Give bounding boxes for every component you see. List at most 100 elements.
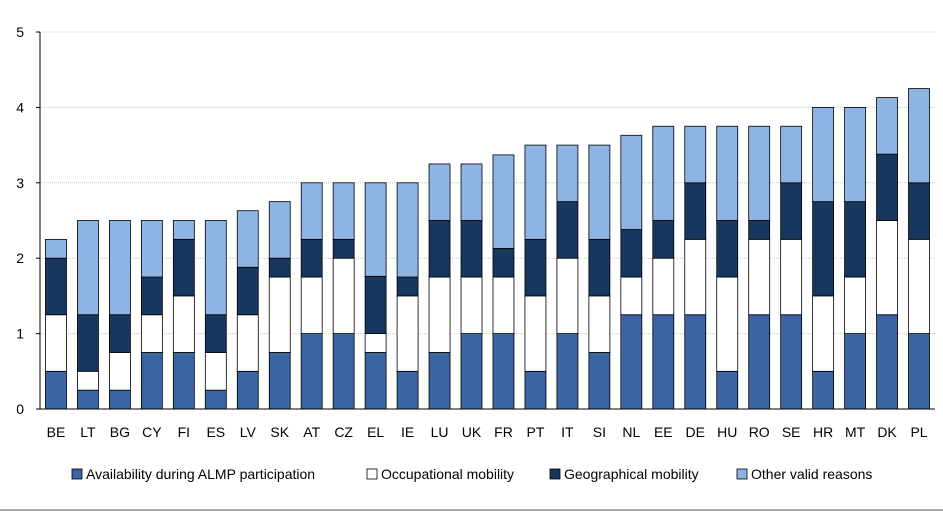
- legend-swatch-1: [366, 468, 378, 480]
- x-tick-label: MT: [845, 424, 866, 440]
- legend-swatch-0: [71, 468, 83, 480]
- bar-DK-series-0: [876, 314, 898, 410]
- x-tick-label: UK: [462, 424, 482, 440]
- bar-NL-series-0: [620, 314, 643, 410]
- bar-CZ-series-2: [332, 238, 355, 259]
- bar-EL-series-2: [364, 275, 387, 334]
- bar-CZ-series-1: [332, 257, 355, 335]
- y-tick-label: 3: [16, 175, 24, 191]
- bar-EL-series-3: [364, 182, 387, 277]
- x-tick-label: IT: [561, 424, 574, 440]
- bar-PT-series-3: [524, 144, 547, 240]
- bar-ES-series-1: [204, 352, 227, 391]
- bar-UK-series-1: [460, 276, 483, 334]
- y-tick-label: 0: [16, 401, 24, 417]
- bar-BE-series-0: [45, 370, 67, 410]
- bar-FI-series-0: [172, 352, 195, 410]
- x-tick-label: LU: [431, 424, 449, 440]
- bar-ES-series-2: [204, 314, 227, 353]
- bar-LU-series-2: [428, 220, 451, 278]
- bar-MT-series-0: [844, 333, 866, 410]
- x-tick-label: DK: [877, 424, 897, 440]
- bar-HR-series-2: [812, 201, 835, 297]
- x-tick-label: DE: [686, 424, 705, 440]
- bar-HR-series-0: [812, 370, 835, 410]
- bar-SI-series-0: [588, 352, 611, 410]
- x-tick-label: LV: [240, 424, 257, 440]
- bar-BE-series-2: [45, 257, 67, 316]
- x-tick-label: SE: [782, 424, 801, 440]
- bar-LT-series-3: [77, 220, 99, 316]
- bar-EL-series-1: [364, 333, 387, 353]
- bar-IE-series-1: [396, 295, 419, 372]
- bar-HU-series-2: [716, 220, 739, 278]
- y-tick-label: 2: [16, 250, 24, 266]
- bar-LV-series-2: [236, 266, 259, 316]
- legend-swatch-3: [736, 468, 748, 480]
- bar-DE-series-3: [684, 125, 707, 184]
- bar-LT-series-1: [77, 370, 99, 391]
- bar-CY-series-2: [140, 276, 163, 316]
- bar-HR-series-1: [812, 295, 835, 372]
- bar-AT-series-2: [300, 238, 323, 278]
- bar-PL-series-3: [908, 88, 930, 184]
- bar-CY-series-1: [140, 314, 163, 353]
- axes: BE LT BG CY FI ES LV SK AT CZ EL IE LU UK FR PT IT SI NL EE…: [16, 24, 935, 440]
- bar-EE-series-1: [652, 257, 675, 316]
- bar-DE-series-1: [684, 238, 707, 316]
- bar-EE-series-2: [652, 220, 675, 259]
- bar-NL-series-1: [620, 276, 643, 316]
- bar-ES-series-0: [204, 389, 227, 410]
- bar-SE-series-2: [780, 182, 803, 240]
- x-tick-label: AT: [303, 424, 320, 440]
- bar-LV-series-3: [236, 210, 259, 268]
- bar-PT-series-1: [524, 295, 547, 372]
- bar-IE-series-0: [396, 370, 419, 410]
- bar-MT-series-3: [844, 107, 866, 203]
- x-tick-label: CZ: [334, 424, 353, 440]
- y-tick-label: 1: [16, 326, 24, 342]
- bar-RO-series-2: [748, 220, 771, 240]
- legend-label-3: Other valid reasons: [751, 466, 872, 482]
- bar-SE-series-3: [780, 125, 803, 184]
- bar-EE-series-3: [652, 125, 675, 221]
- bar-BG-series-0: [109, 389, 131, 410]
- x-tick-label: PT: [527, 424, 545, 440]
- x-tick-label: CY: [142, 424, 162, 440]
- bar-MT-series-2: [844, 201, 866, 278]
- bar-BE-series-3: [45, 238, 67, 259]
- bar-BG-series-1: [109, 352, 131, 391]
- bar-LV-series-0: [236, 370, 259, 410]
- x-tick-label: ES: [206, 424, 225, 440]
- bar-AT-series-1: [300, 276, 323, 334]
- bar-IT-series-1: [556, 257, 579, 335]
- x-tick-label: BE: [47, 424, 66, 440]
- x-tick-label: HR: [813, 424, 833, 440]
- bar-HU-series-1: [716, 276, 739, 372]
- legend-label-0: Availability during ALMP participation: [86, 466, 315, 482]
- bar-EL-series-0: [364, 352, 387, 410]
- x-tick-label: PL: [910, 424, 927, 440]
- bar-FI-series-2: [172, 238, 195, 297]
- bar-DE-series-2: [684, 182, 707, 240]
- bar-UK-series-3: [460, 163, 483, 221]
- bar-NL-series-2: [620, 229, 643, 278]
- bar-PL-series-1: [908, 238, 930, 335]
- bar-CZ-series-3: [332, 182, 355, 240]
- bar-FR-series-3: [492, 154, 515, 249]
- x-tick-label: RO: [749, 424, 770, 440]
- bar-HU-series-0: [716, 370, 739, 410]
- x-tick-label: FR: [494, 424, 513, 440]
- x-tick-label: BG: [110, 424, 130, 440]
- bar-IE-series-2: [396, 276, 419, 297]
- bar-IT-series-2: [556, 201, 579, 259]
- y-tick-label: 5: [16, 24, 24, 40]
- bar-CZ-series-0: [332, 333, 355, 410]
- bar-SE-series-1: [780, 238, 803, 316]
- y-tick-label: 4: [16, 99, 24, 115]
- bar-PL-series-2: [908, 182, 930, 240]
- x-tick-label: EE: [654, 424, 673, 440]
- x-tick-label: SK: [270, 424, 289, 440]
- bar-MT-series-1: [844, 276, 866, 334]
